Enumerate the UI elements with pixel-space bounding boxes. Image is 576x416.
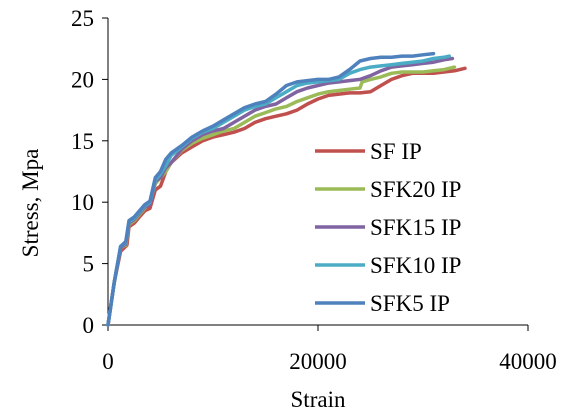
plot-area [106,51,467,327]
x-tick-label: 0 [102,349,114,374]
y-tick-label: 25 [71,6,94,31]
legend: SF IP SFK20 IP SFK15 IP SFK10 IP SFK5 IP [315,139,461,316]
axes: 0 5 10 15 20 25 0 20000 40000 [71,6,557,374]
y-tick-label: 10 [71,190,94,215]
y-axis-title: Stress, Mpa [18,149,43,258]
legend-label: SFK15 IP [370,215,461,240]
legend-label: SFK5 IP [370,291,450,316]
y-tick-label: 15 [71,129,94,154]
y-tick-label: 5 [83,252,95,277]
x-tick-label: 40000 [499,349,557,374]
series-line-5 [106,51,436,327]
legend-label: SFK20 IP [370,177,461,202]
x-tick-label: 20000 [289,349,347,374]
y-tick-label: 20 [71,67,94,92]
legend-label: SFK10 IP [370,253,461,278]
x-axis-title: Strain [291,387,346,412]
y-tick-label: 0 [83,313,95,338]
legend-label: SF IP [370,139,422,164]
